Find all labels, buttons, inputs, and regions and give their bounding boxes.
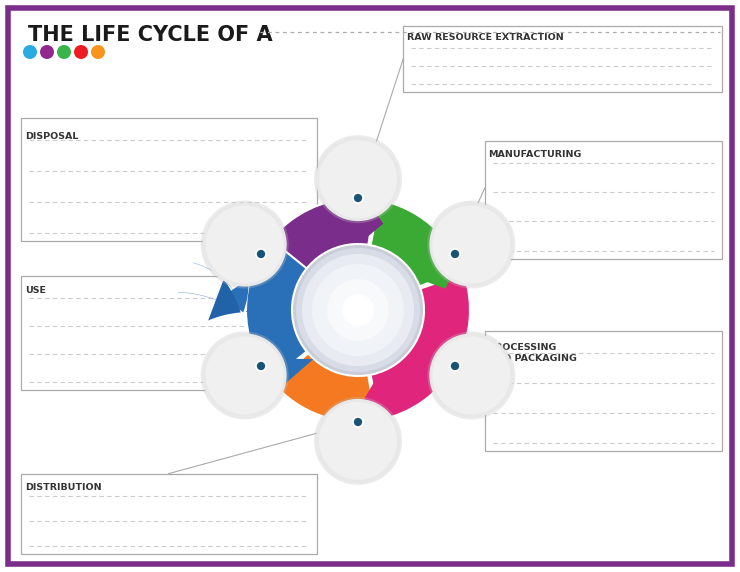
Circle shape [201,201,289,288]
Circle shape [316,399,400,483]
Text: PROCESSING
AND PACKAGING: PROCESSING AND PACKAGING [488,343,577,363]
Polygon shape [417,261,459,289]
Wedge shape [274,353,375,422]
Circle shape [353,193,363,203]
Circle shape [432,336,511,415]
Circle shape [353,417,363,427]
Bar [21,118,317,241]
FancyArrowPatch shape [178,279,240,320]
Polygon shape [280,360,314,391]
Bar [485,331,722,451]
Polygon shape [246,292,292,315]
Wedge shape [371,273,470,420]
Bar [21,276,317,390]
Circle shape [327,279,389,341]
Polygon shape [364,373,389,418]
Circle shape [342,294,374,326]
Circle shape [23,45,37,59]
FancyArrowPatch shape [192,263,249,312]
Circle shape [314,397,402,485]
Bar [403,26,722,92]
Circle shape [256,361,266,371]
Circle shape [256,249,266,259]
Text: MANUFACTURING: MANUFACTURING [488,150,582,159]
Circle shape [40,45,54,59]
Text: DISTRIBUTION: DISTRIBUTION [25,483,102,492]
Circle shape [319,402,397,480]
Circle shape [74,45,88,59]
Circle shape [296,248,420,372]
Circle shape [319,140,397,218]
Circle shape [450,361,460,371]
Circle shape [316,137,400,221]
Wedge shape [371,200,462,287]
Circle shape [429,202,514,287]
Circle shape [428,201,515,288]
Wedge shape [246,198,375,303]
Circle shape [203,202,286,287]
Circle shape [91,45,105,59]
Text: USE: USE [25,286,46,295]
Circle shape [201,331,289,419]
Circle shape [312,264,404,356]
Circle shape [314,135,402,223]
Circle shape [293,245,423,375]
Circle shape [432,205,511,284]
Circle shape [450,249,460,259]
Circle shape [302,254,414,366]
Wedge shape [246,240,306,380]
Bar [21,474,317,554]
Text: THE LIFE CYCLE OF A: THE LIFE CYCLE OF A [28,25,272,45]
Circle shape [203,333,286,418]
Text: DISPOSAL: DISPOSAL [25,132,78,141]
Polygon shape [278,359,313,390]
Circle shape [428,331,515,419]
Circle shape [57,45,71,59]
Polygon shape [360,198,383,244]
Circle shape [429,333,514,418]
Text: RAW RESOURCE EXTRACTION: RAW RESOURCE EXTRACTION [407,33,564,42]
Wedge shape [246,302,306,380]
Bar [485,141,722,259]
Circle shape [206,336,283,415]
Circle shape [206,205,283,284]
